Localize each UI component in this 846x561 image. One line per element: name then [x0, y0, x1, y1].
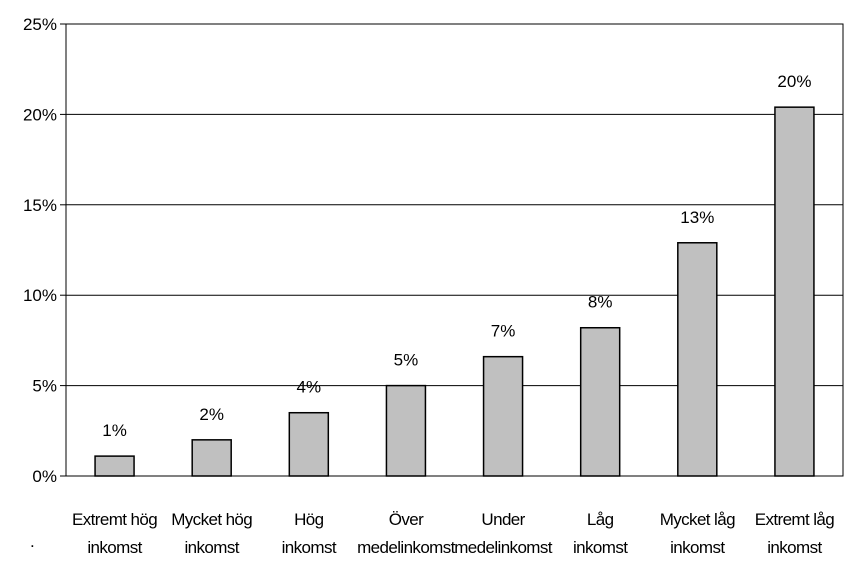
- bar: [482, 355, 524, 477]
- x-category-label: Extremt hög: [72, 510, 157, 529]
- data-label: 2%: [199, 405, 224, 424]
- y-tick-label: 0%: [32, 467, 57, 486]
- bar: [677, 242, 718, 477]
- data-label: 5%: [394, 351, 419, 370]
- x-category-label: inkomst: [670, 538, 725, 557]
- bar: [288, 411, 330, 477]
- bar: [385, 384, 427, 477]
- data-label: 7%: [491, 322, 516, 341]
- data-label: 1%: [102, 421, 127, 440]
- x-category-label: inkomst: [282, 538, 337, 557]
- data-label: 8%: [588, 293, 613, 312]
- x-category-label: medelinkomst: [454, 538, 553, 557]
- x-category-label: medelinkomst: [357, 538, 456, 557]
- data-label: 20%: [777, 72, 811, 91]
- data-label: 4%: [297, 378, 322, 397]
- x-category-label: Under: [481, 510, 525, 529]
- x-category-label: inkomst: [767, 538, 822, 557]
- y-tick-label: 5%: [32, 377, 57, 396]
- x-category-label: Mycket låg: [660, 510, 735, 529]
- bar: [774, 106, 815, 477]
- bar: [191, 439, 232, 477]
- x-category-label: inkomst: [185, 538, 240, 557]
- y-tick-label: 25%: [23, 15, 57, 34]
- stray-mark: .: [30, 532, 35, 551]
- x-category-label: Över: [389, 510, 424, 529]
- x-category-label: Extremt låg: [755, 510, 835, 529]
- x-category-label: Låg: [587, 510, 614, 529]
- x-category-label: Hög: [294, 510, 324, 529]
- data-labels: 1% 2% 4% 5% 7% 8% 13% 20%: [102, 72, 811, 440]
- x-axis-labels: Extremt hög inkomst Mycket hög inkomst Hög in…: [72, 510, 835, 557]
- x-category-label: Mycket hög: [171, 510, 252, 529]
- x-category-label: inkomst: [573, 538, 628, 557]
- y-tick-label: 20%: [23, 105, 57, 124]
- y-tick-label: 15%: [23, 196, 57, 215]
- bar: [94, 455, 135, 477]
- data-label: 13%: [680, 208, 714, 227]
- y-axis: 0% 5% 10% 15% 20% 25%: [23, 15, 66, 486]
- y-tick-label: 10%: [23, 286, 57, 305]
- bar: [579, 326, 621, 477]
- x-category-label: inkomst: [87, 538, 142, 557]
- plot-frame: [65, 23, 844, 477]
- gridlines: [66, 113, 843, 387]
